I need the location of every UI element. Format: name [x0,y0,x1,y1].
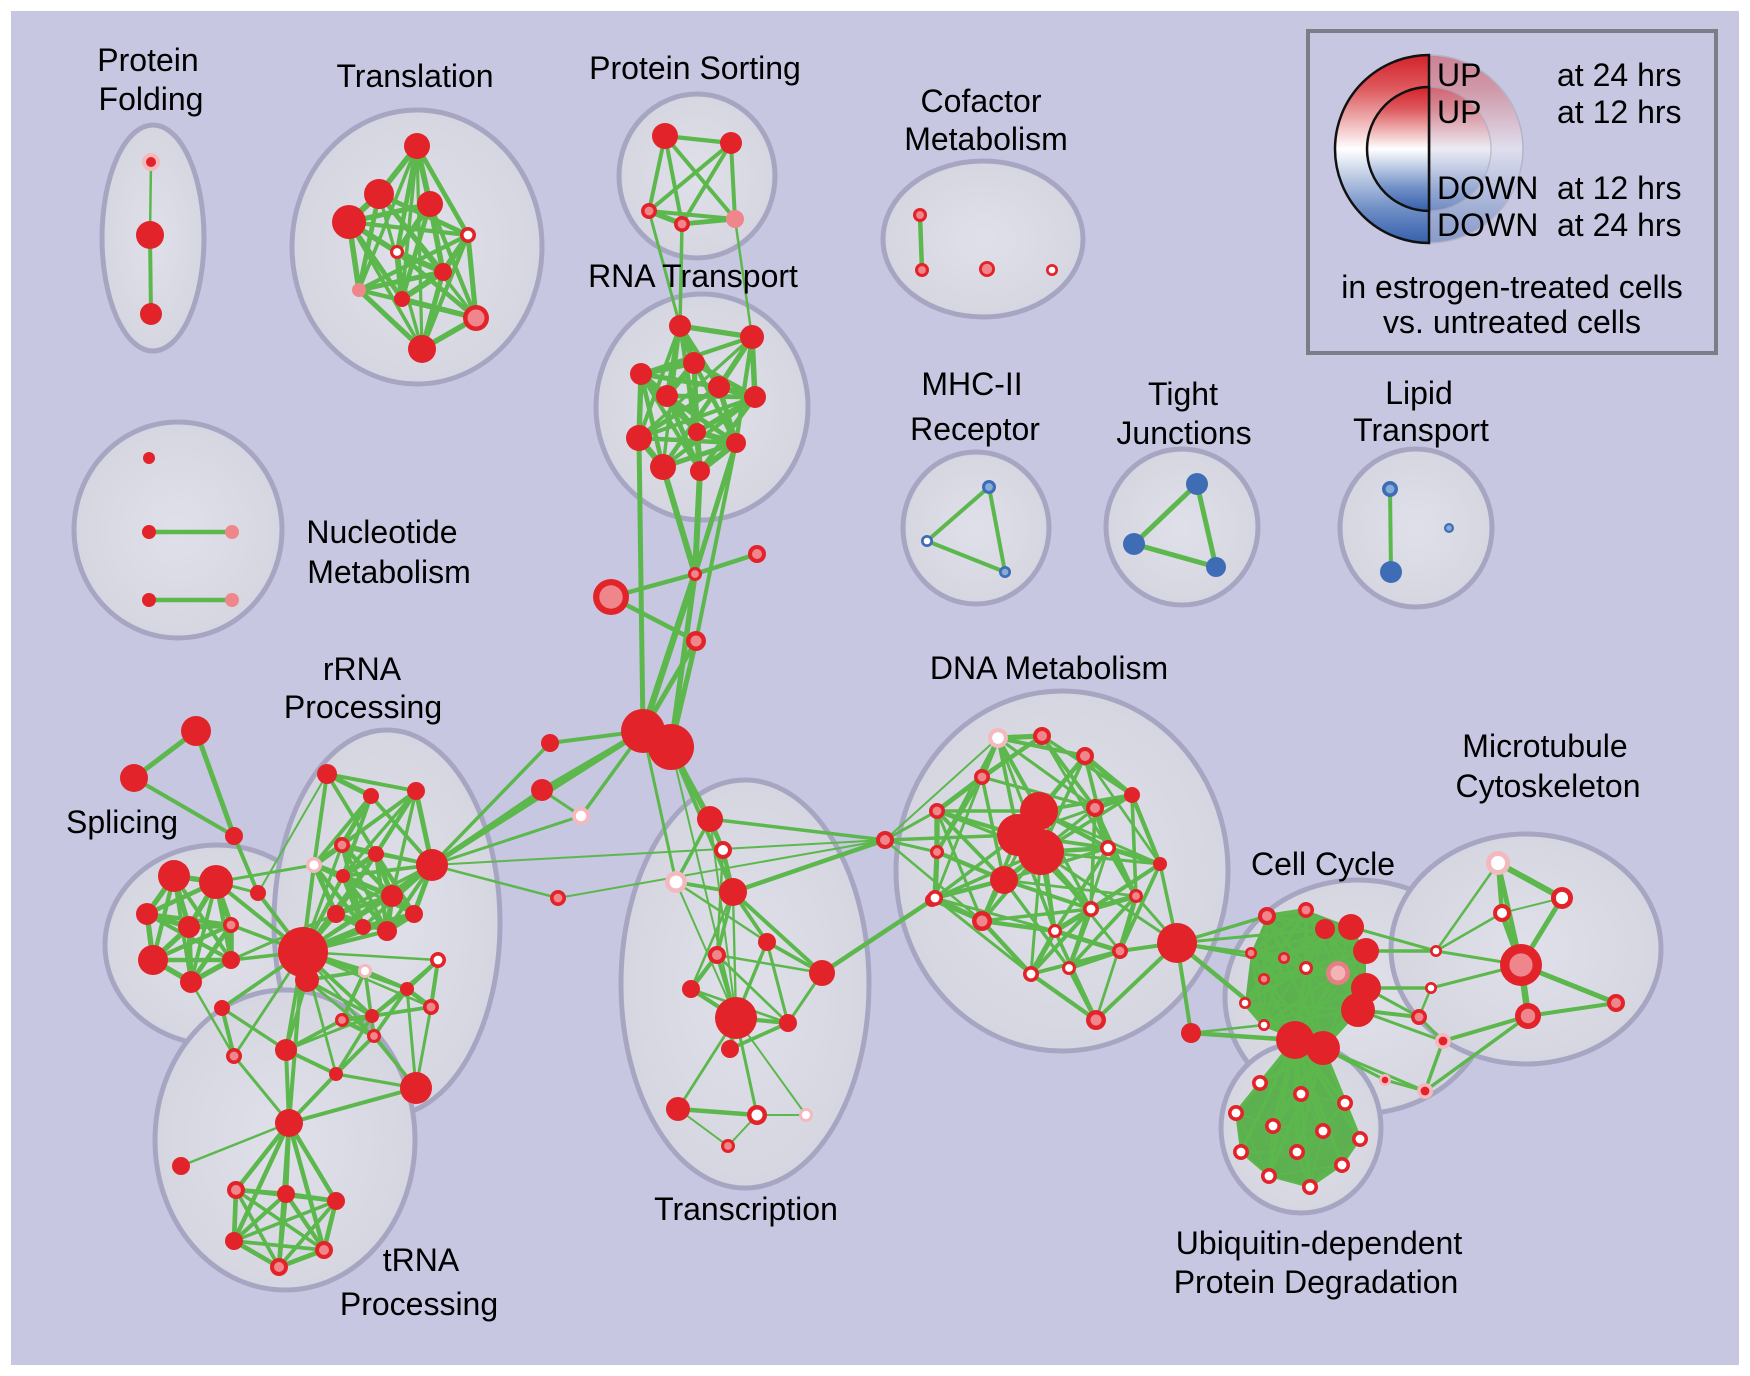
svg-text:Protein Degradation: Protein Degradation [1174,1264,1459,1300]
svg-text:DOWN: DOWN [1437,170,1538,206]
svg-text:DNA Metabolism: DNA Metabolism [930,650,1168,686]
svg-text:Nucleotide: Nucleotide [306,514,457,550]
svg-text:Ubiquitin-dependent: Ubiquitin-dependent [1176,1225,1463,1261]
svg-text:Translation: Translation [336,58,493,94]
svg-text:Transcription: Transcription [654,1191,838,1227]
svg-text:in estrogen-treated cells: in estrogen-treated cells [1341,269,1683,305]
svg-text:RNA Transport: RNA Transport [588,258,798,294]
svg-text:UP: UP [1437,57,1481,93]
svg-text:at 24 hrs: at 24 hrs [1557,57,1682,93]
svg-text:Processing: Processing [284,689,442,725]
svg-text:Receptor: Receptor [910,411,1040,447]
svg-text:Lipid: Lipid [1385,375,1453,411]
svg-text:rRNA: rRNA [323,651,402,687]
svg-text:Protein: Protein [97,42,198,78]
svg-text:Metabolism: Metabolism [307,554,471,590]
svg-text:UP: UP [1437,94,1481,130]
svg-text:vs. untreated cells: vs. untreated cells [1383,304,1641,340]
svg-text:at 12 hrs: at 12 hrs [1557,170,1682,206]
svg-text:MHC-II: MHC-II [921,366,1022,402]
svg-text:Microtubule: Microtubule [1462,728,1627,764]
svg-text:Cell Cycle: Cell Cycle [1251,846,1395,882]
svg-text:Protein Sorting: Protein Sorting [589,50,801,86]
svg-text:at 12 hrs: at 12 hrs [1557,94,1682,130]
svg-text:Cofactor: Cofactor [921,83,1042,119]
svg-text:Metabolism: Metabolism [904,121,1068,157]
svg-text:Tight: Tight [1148,376,1218,412]
svg-text:Transport: Transport [1353,412,1489,448]
svg-text:tRNA: tRNA [383,1242,460,1278]
svg-text:DOWN: DOWN [1437,207,1538,243]
svg-text:Splicing: Splicing [66,804,178,840]
svg-text:at 24 hrs: at 24 hrs [1557,207,1682,243]
svg-text:Folding: Folding [99,81,204,117]
svg-text:Junctions: Junctions [1116,415,1251,451]
svg-text:Processing: Processing [340,1286,498,1322]
svg-text:Cytoskeleton: Cytoskeleton [1456,768,1641,804]
